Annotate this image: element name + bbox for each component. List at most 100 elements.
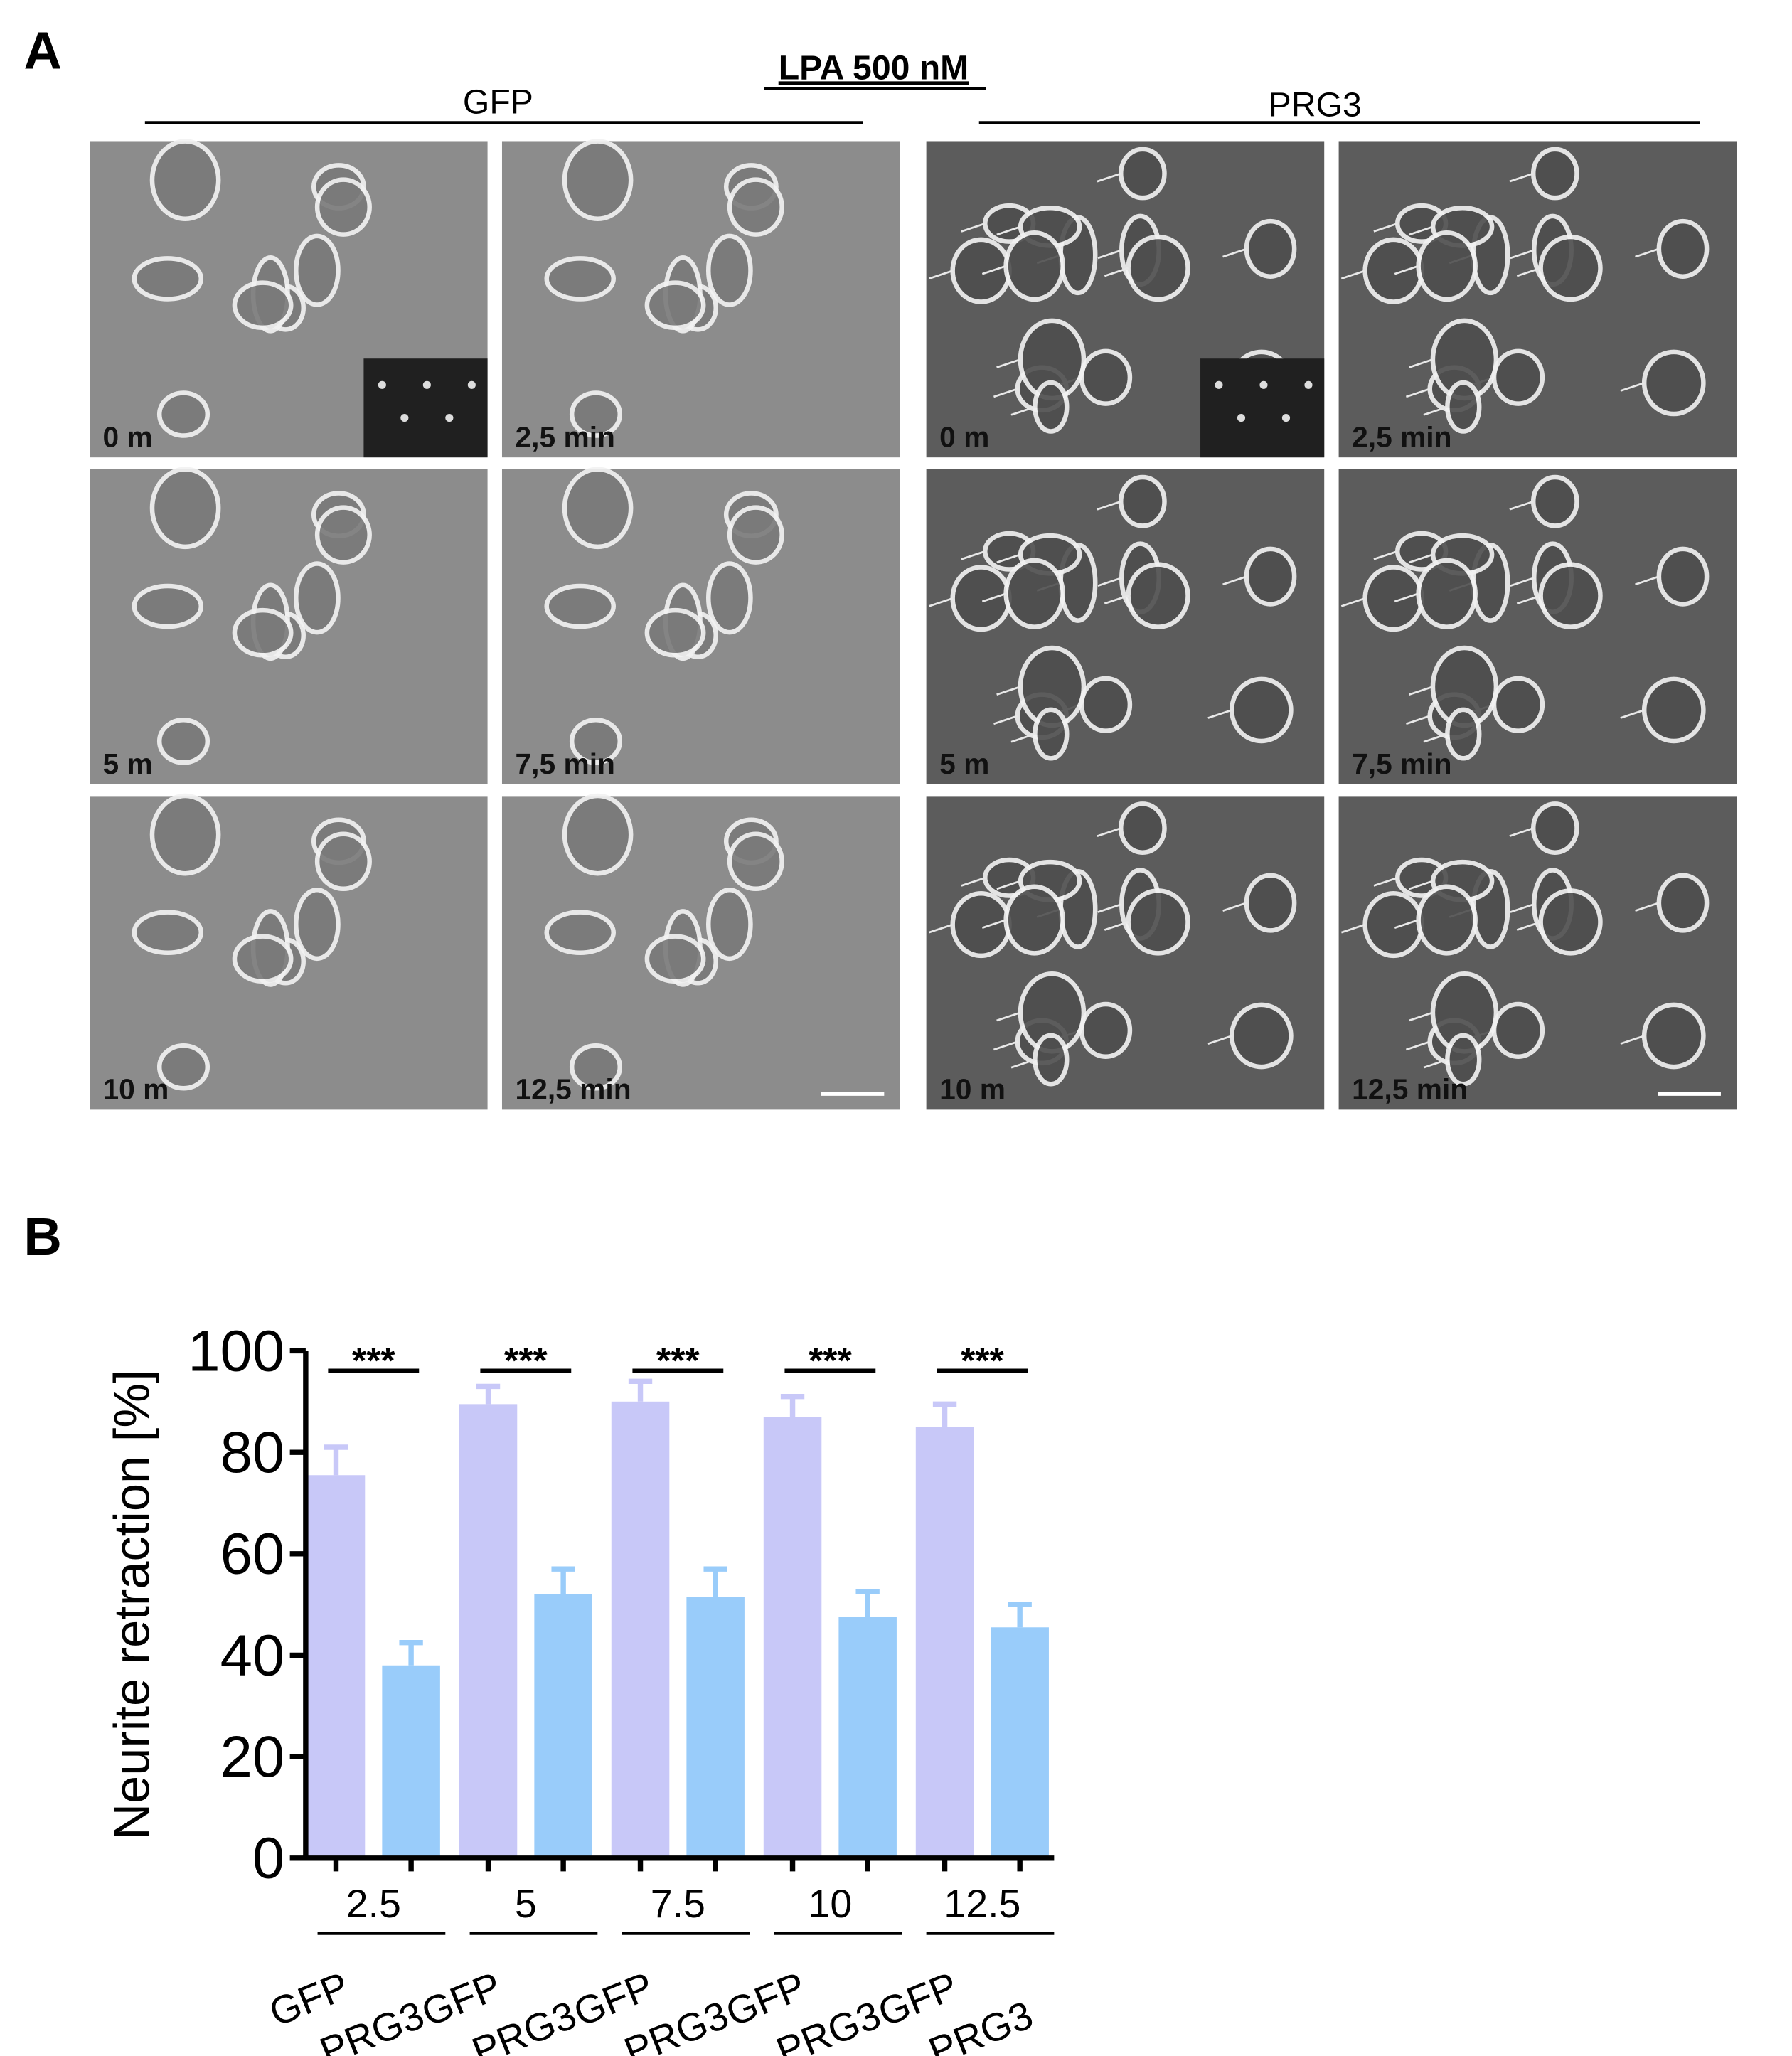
bar xyxy=(686,1597,745,1858)
neurite xyxy=(1097,827,1121,837)
neurite xyxy=(996,225,1021,236)
neurite xyxy=(1097,903,1122,913)
error-bar xyxy=(703,1566,727,1597)
cell xyxy=(706,561,753,635)
bar xyxy=(763,1417,822,1858)
neurite xyxy=(1620,709,1645,719)
cell xyxy=(156,1043,210,1091)
neurite xyxy=(1409,1011,1434,1022)
inset-spot xyxy=(1259,380,1268,389)
neurite xyxy=(1409,553,1434,564)
cell xyxy=(232,280,294,331)
inset-spot xyxy=(378,380,386,389)
cell xyxy=(727,831,784,892)
significance: *** xyxy=(504,1340,548,1381)
cell xyxy=(1538,234,1603,302)
y-tick-label: 20 xyxy=(220,1725,285,1789)
cell xyxy=(1416,884,1478,956)
cell xyxy=(1538,888,1603,956)
cell xyxy=(544,910,616,956)
time-label: 12,5 min xyxy=(1352,1073,1468,1106)
neurite xyxy=(1010,405,1035,416)
significance: *** xyxy=(352,1340,395,1381)
cell xyxy=(1362,891,1424,959)
inset-spot xyxy=(1215,380,1223,389)
neurite xyxy=(961,876,986,887)
neurite xyxy=(1394,265,1419,275)
neurite xyxy=(1097,500,1121,511)
inset-spot xyxy=(445,414,454,422)
x-tick-label: 12.5 xyxy=(944,1882,1020,1926)
cell xyxy=(1244,218,1297,279)
neurite xyxy=(993,715,1018,725)
x-tick-label: 10 xyxy=(808,1882,852,1926)
x-tick-label: 2.5 xyxy=(346,1882,401,1926)
y-tick-label: 80 xyxy=(220,1420,285,1485)
cell xyxy=(1126,562,1190,629)
error-bar xyxy=(932,1401,957,1427)
cell xyxy=(232,607,294,658)
neurite xyxy=(1635,575,1660,586)
y-axis-label: Neurite retraction [%] xyxy=(103,1370,159,1840)
panel-label: A xyxy=(23,21,62,80)
cell xyxy=(1641,676,1706,744)
cell xyxy=(1530,801,1579,855)
neurite xyxy=(1405,388,1431,398)
cell xyxy=(1656,546,1710,607)
cell xyxy=(1079,676,1133,733)
time-label: 0 m xyxy=(103,420,153,453)
error-bar xyxy=(324,1444,348,1476)
cell xyxy=(1641,1002,1706,1070)
significance: *** xyxy=(656,1340,700,1381)
panel-title: LPA 500 nM xyxy=(779,48,969,87)
neurite xyxy=(1097,249,1122,260)
cell xyxy=(1416,558,1478,629)
neurite xyxy=(1340,270,1366,280)
neurite xyxy=(1635,247,1660,258)
cell xyxy=(294,561,341,635)
bar xyxy=(611,1401,670,1858)
inset-spot xyxy=(422,380,431,389)
time-label: 2,5 min xyxy=(516,420,615,453)
time-label: 7,5 min xyxy=(1352,747,1451,780)
cell xyxy=(1530,474,1579,528)
cell xyxy=(727,177,784,237)
cell xyxy=(1003,230,1065,302)
cell xyxy=(1530,147,1579,201)
cell xyxy=(727,505,784,565)
neurite xyxy=(1516,921,1542,931)
y-tick-label: 60 xyxy=(220,1522,285,1587)
neurite xyxy=(961,223,986,233)
cell xyxy=(156,390,210,438)
cell xyxy=(1033,707,1070,761)
y-tick-label: 40 xyxy=(220,1623,285,1688)
cell xyxy=(1244,546,1297,607)
neurite xyxy=(996,880,1021,890)
neurite xyxy=(1373,550,1398,560)
neurite xyxy=(1516,267,1542,277)
neurite xyxy=(981,919,1007,929)
neurite xyxy=(1620,382,1645,392)
error-bar xyxy=(1008,1602,1032,1628)
cell xyxy=(1641,349,1706,417)
neurite xyxy=(1097,577,1122,587)
cell xyxy=(1491,1001,1545,1059)
cell xyxy=(1491,348,1545,406)
neurite xyxy=(1340,597,1366,607)
bar xyxy=(306,1475,366,1858)
neurite xyxy=(1509,827,1534,837)
cell xyxy=(1118,801,1167,855)
neurite xyxy=(1394,919,1419,929)
cell xyxy=(132,910,204,956)
cell xyxy=(562,467,634,550)
cell xyxy=(149,467,221,550)
neurite xyxy=(928,923,954,934)
cell xyxy=(1244,873,1297,933)
time-label: 2,5 min xyxy=(1352,420,1451,453)
x-tick-label: 7.5 xyxy=(651,1882,705,1926)
cell xyxy=(1033,380,1070,434)
inset-spot xyxy=(1237,414,1246,422)
neurite xyxy=(1010,1058,1035,1069)
neurite xyxy=(1423,1058,1448,1069)
neurite xyxy=(1620,1035,1645,1045)
